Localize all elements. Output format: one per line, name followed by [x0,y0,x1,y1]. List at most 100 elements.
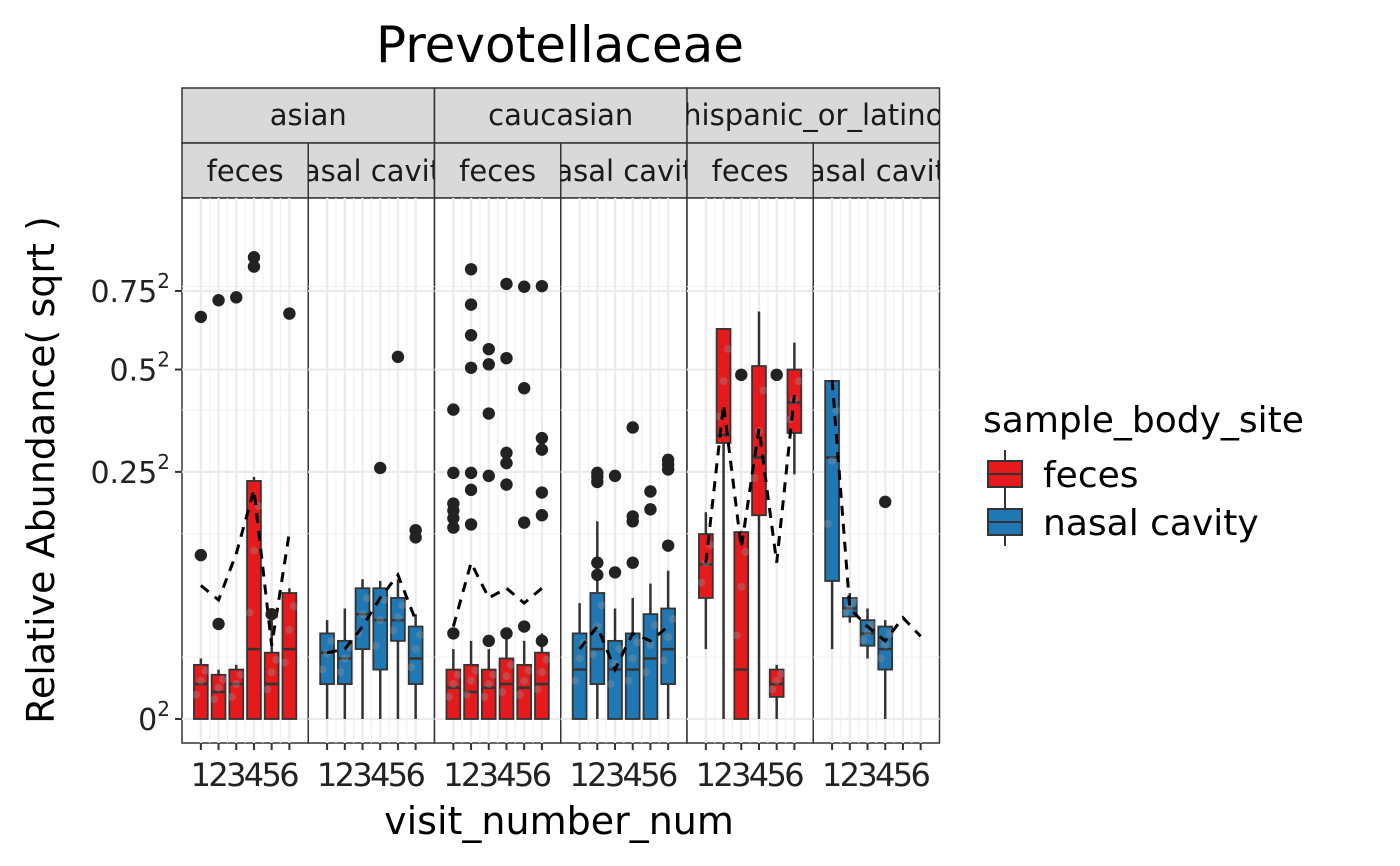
x-tick-label: 6 [279,756,299,794]
jitter-point [380,595,389,604]
jitter-point [881,640,890,649]
jitter-point [571,676,580,685]
jitter-point [462,690,471,699]
x-tick-label: 1 [443,756,463,794]
jitter-point [489,670,498,679]
jitter-point [850,597,859,606]
jitter-point [498,687,507,696]
y-tick-label: 02 [138,697,170,738]
jitter-point [823,519,832,528]
box [589,592,606,685]
jitter-point [537,668,546,677]
x-tick-label: 6 [910,756,930,794]
jitter-point [668,614,677,623]
x-tick-label: 5 [388,756,408,794]
jitter-point [192,690,201,699]
jitter-point [218,675,227,684]
jitter-point [524,666,533,675]
jitter-point [249,546,258,555]
outlier-point [265,607,278,621]
y-tick-label: 0.752 [90,269,170,310]
box [193,663,209,720]
jitter-point [737,582,746,591]
mean-line [326,571,418,655]
jitter-point [642,668,651,677]
panel [433,197,562,744]
ethnicity-strip-label: asian [270,98,347,132]
y-axis: 02 0.252 0.52 0.752 [90,269,182,738]
outlier-point [194,310,208,324]
jitter-point [358,610,367,619]
mean-line [199,489,291,646]
outlier-point [661,539,675,552]
jitter-point [484,680,493,689]
jitter-point [201,666,210,675]
box [733,531,750,720]
jitter-point [236,670,245,679]
outlier-point [212,617,225,631]
jitter-point [520,676,529,685]
box [445,668,462,720]
jitter-point [624,676,633,685]
legend-title: sample_body_site [983,400,1304,441]
jitter-point [453,670,462,679]
outlier-point [517,280,531,293]
ethnicity-strip-label: hispanic_or_latino [683,98,943,132]
jitter-point [759,386,768,395]
jitter-point [768,685,777,694]
x-tick-label: 2 [713,756,733,794]
x-tick-label: 4 [496,756,516,794]
x-tick-label: 2 [840,756,860,794]
outlier-point [500,627,513,640]
jitter-point [597,601,606,610]
jitter-point [327,636,336,645]
x-tick-label: 5 [767,756,787,794]
mean-line [704,394,796,563]
outlier-point [247,251,261,264]
y-tick-label: 0.52 [110,348,170,389]
jitter-point [407,663,416,672]
jitter-point [646,640,655,649]
outlier-point [482,358,495,371]
jitter-point [444,692,453,701]
jitter-point [196,676,205,685]
outlier-point [626,515,639,528]
outlier-point [517,382,531,395]
jitter-point [362,593,371,602]
outlier-point [500,456,513,470]
box [660,607,676,685]
mean-line [578,623,670,674]
jitter-point [777,669,786,678]
box [534,651,550,720]
outlier-point [374,461,387,475]
chart-title: Prevotellaceae [376,16,744,74]
site-strip-label: nasal cavity [789,154,963,188]
jitter-point [575,654,584,663]
jitter-point [263,685,272,694]
jitter-point [336,668,345,677]
outlier-point [591,568,604,582]
outlier-point [464,329,478,342]
mean-line [451,558,543,627]
x-tick-label: 2 [461,756,481,794]
x-tick-label: 1 [822,756,842,794]
jitter-point [697,578,706,587]
x-tick-label: 3 [731,756,751,794]
panel [812,197,941,744]
jitter-point [876,654,885,663]
legend-label: nasal cavity [1043,503,1259,544]
outlier-point [500,478,513,491]
outlier-point [608,469,622,483]
box [319,632,335,685]
box [263,651,280,720]
outlier-point [517,620,531,633]
panel [686,197,814,744]
box [354,587,371,651]
jitter-point [719,377,728,386]
x-tick-label: 6 [658,756,678,794]
jitter-point [280,658,289,667]
ethnicity-strip [433,87,688,144]
box [642,613,659,720]
x-tick-label: 4 [749,756,769,794]
